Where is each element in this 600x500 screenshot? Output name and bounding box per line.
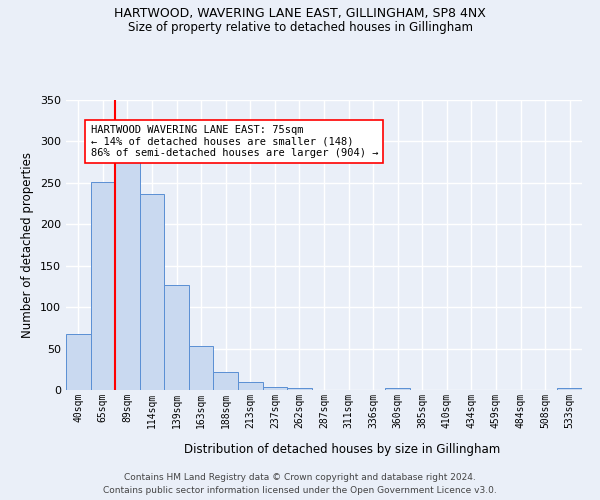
Text: Distribution of detached houses by size in Gillingham: Distribution of detached houses by size … — [184, 442, 500, 456]
Bar — [263, 386, 287, 390]
Bar — [214, 372, 238, 390]
Bar — [557, 388, 582, 390]
Text: Contains public sector information licensed under the Open Government Licence v3: Contains public sector information licen… — [103, 486, 497, 495]
Y-axis label: Number of detached properties: Number of detached properties — [22, 152, 34, 338]
Text: HARTWOOD, WAVERING LANE EAST, GILLINGHAM, SP8 4NX: HARTWOOD, WAVERING LANE EAST, GILLINGHAM… — [114, 8, 486, 20]
Bar — [91, 182, 115, 390]
Bar — [140, 194, 164, 390]
Bar — [164, 285, 189, 390]
Bar — [115, 150, 140, 390]
Bar — [66, 334, 91, 390]
Text: Contains HM Land Registry data © Crown copyright and database right 2024.: Contains HM Land Registry data © Crown c… — [124, 472, 476, 482]
Bar — [189, 346, 214, 390]
Bar — [238, 382, 263, 390]
Bar — [287, 388, 312, 390]
Text: Size of property relative to detached houses in Gillingham: Size of property relative to detached ho… — [128, 21, 473, 34]
Bar — [385, 388, 410, 390]
Text: HARTWOOD WAVERING LANE EAST: 75sqm
← 14% of detached houses are smaller (148)
86: HARTWOOD WAVERING LANE EAST: 75sqm ← 14%… — [91, 125, 378, 158]
